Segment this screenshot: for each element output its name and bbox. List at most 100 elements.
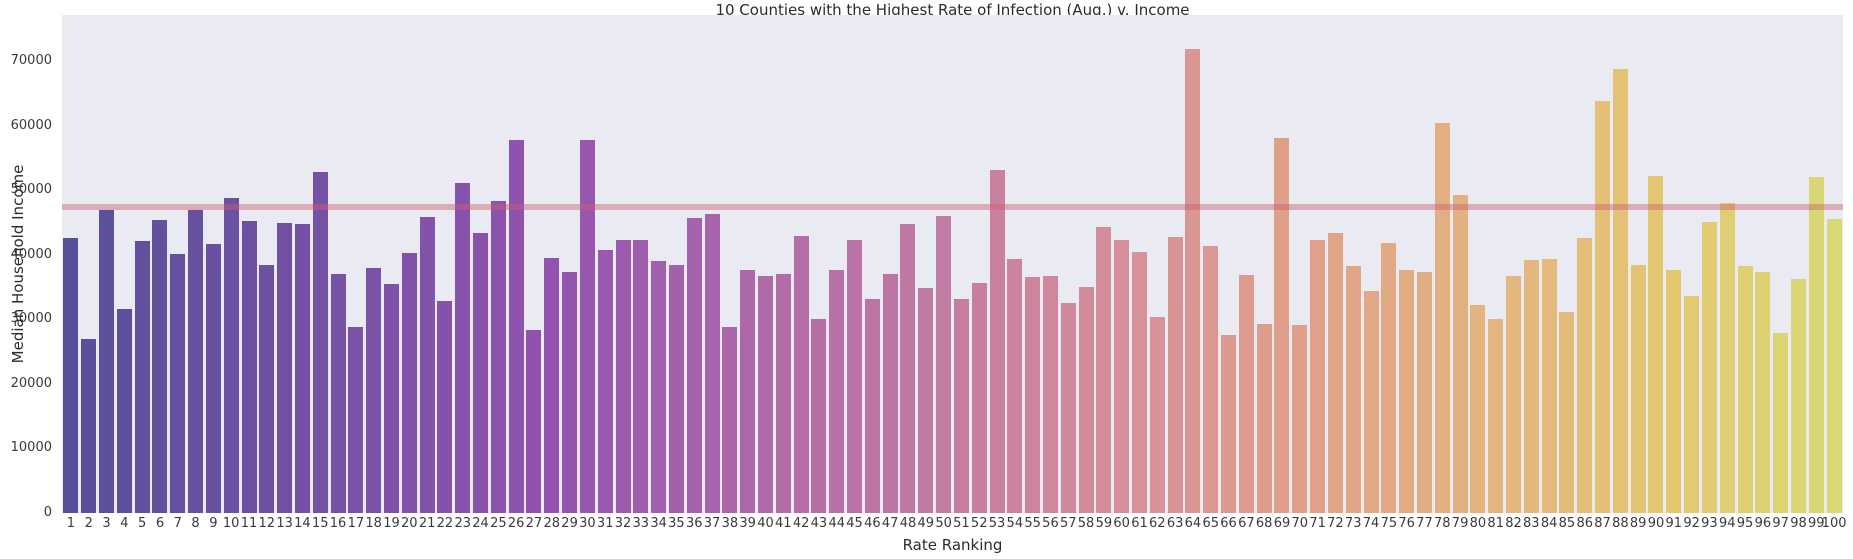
bar-rank-32 [615, 240, 631, 513]
x-tick-35: 35 [668, 516, 685, 531]
bar-rank-15 [312, 171, 328, 513]
x-tick-90: 90 [1647, 516, 1665, 531]
x-tick-27: 27 [525, 516, 543, 531]
x-tick-57: 57 [1059, 516, 1077, 531]
bar-rank-64 [1185, 49, 1201, 513]
x-tick-100: 100 [1821, 516, 1847, 531]
bar-rank-59 [1096, 226, 1112, 513]
x-tick-20: 20 [401, 516, 418, 531]
bar-rank-31 [597, 249, 613, 513]
bar-rank-87 [1595, 100, 1611, 513]
x-tick-30: 30 [579, 516, 596, 531]
x-tick-79: 79 [1451, 516, 1469, 531]
bar-rank-3 [99, 210, 115, 513]
bar-rank-42 [793, 236, 809, 513]
bar-rank-86 [1577, 238, 1593, 513]
x-tick-89: 89 [1629, 516, 1647, 531]
x-tick-98: 98 [1790, 516, 1807, 531]
bar-rank-9 [205, 244, 221, 513]
y-tick-20000: 20000 [10, 375, 52, 391]
y-tick-10000: 10000 [10, 440, 52, 456]
x-tick-48: 48 [899, 516, 917, 531]
bar-rank-68 [1256, 324, 1272, 513]
bar-rank-2 [81, 338, 97, 513]
bar-rank-49 [918, 287, 934, 513]
bar-rank-21 [419, 216, 435, 513]
x-tick-43: 43 [810, 516, 828, 531]
x-tick-49: 49 [917, 516, 935, 531]
bar-rank-90 [1648, 175, 1664, 513]
x-tick-4: 4 [120, 516, 129, 531]
x-tick-97: 97 [1772, 516, 1789, 531]
x-tick-33: 33 [632, 516, 650, 531]
x-tick-34: 34 [650, 516, 667, 531]
x-tick-25: 25 [490, 516, 507, 531]
bar-rank-81 [1488, 318, 1504, 513]
bar-rank-73 [1345, 265, 1361, 513]
x-tick-6: 6 [155, 516, 165, 531]
bar-rank-43 [811, 318, 827, 513]
x-tick-17: 17 [347, 516, 365, 531]
bar-rank-57 [1060, 302, 1076, 513]
x-tick-66: 66 [1220, 516, 1237, 531]
bar-rank-11 [241, 221, 257, 513]
bar-rank-69 [1274, 138, 1290, 513]
bars-container [62, 15, 1843, 513]
x-tick-9: 9 [209, 516, 218, 531]
bar-rank-13 [277, 222, 293, 513]
bar-rank-88 [1612, 69, 1628, 513]
x-tick-40: 40 [757, 516, 774, 531]
bar-rank-39 [740, 270, 756, 513]
x-tick-63: 63 [1166, 516, 1184, 531]
bar-rank-29 [562, 272, 578, 513]
x-tick-87: 87 [1594, 516, 1611, 531]
x-tick-51: 51 [953, 516, 970, 531]
x-tick-16: 16 [329, 516, 347, 531]
x-tick-11: 11 [240, 516, 258, 531]
bar-rank-77 [1416, 272, 1432, 513]
bar-rank-8 [188, 209, 204, 513]
bar-rank-7 [170, 253, 186, 513]
x-tick-91: 91 [1665, 516, 1683, 531]
x-tick-77: 77 [1416, 516, 1433, 531]
x-tick-8: 8 [191, 516, 200, 531]
bar-rank-19 [383, 284, 399, 513]
x-tick-54: 54 [1006, 516, 1024, 531]
bar-rank-41 [775, 273, 791, 513]
bar-rank-47 [882, 273, 898, 513]
bar-rank-35 [668, 265, 684, 513]
bar-rank-96 [1755, 272, 1771, 513]
x-tick-47: 47 [881, 516, 899, 531]
bar-rank-17 [348, 326, 364, 513]
bar-rank-85 [1559, 312, 1575, 513]
bar-rank-16 [330, 273, 346, 513]
bar-rank-54 [1007, 258, 1023, 513]
x-tick-37: 37 [703, 516, 721, 531]
bar-rank-34 [651, 260, 667, 513]
bar-rank-93 [1701, 222, 1717, 513]
bar-rank-62 [1149, 316, 1165, 513]
y-tick-50000: 50000 [10, 182, 52, 198]
x-tick-76: 76 [1398, 516, 1415, 531]
bar-rank-30 [579, 140, 595, 513]
x-tick-92: 92 [1683, 516, 1700, 531]
bar-rank-28 [544, 257, 560, 513]
x-tick-99: 99 [1808, 516, 1825, 531]
x-tick-61: 61 [1131, 516, 1148, 531]
x-tick-60: 60 [1113, 516, 1130, 531]
bar-rank-76 [1399, 270, 1415, 513]
bar-rank-48 [900, 224, 916, 513]
bar-rank-60 [1114, 239, 1130, 513]
x-tick-23: 23 [454, 516, 471, 531]
bar-rank-66 [1221, 334, 1237, 513]
bar-rank-14 [294, 224, 310, 513]
bar-rank-45 [847, 239, 863, 513]
x-tick-83: 83 [1523, 516, 1540, 531]
y-tick-30000: 30000 [10, 311, 52, 327]
x-tick-44: 44 [828, 516, 845, 531]
x-tick-24: 24 [472, 516, 489, 531]
x-tick-38: 38 [721, 516, 739, 531]
bar-rank-79 [1452, 194, 1468, 513]
x-tick-73: 73 [1344, 516, 1362, 531]
x-tick-46: 46 [864, 516, 881, 531]
